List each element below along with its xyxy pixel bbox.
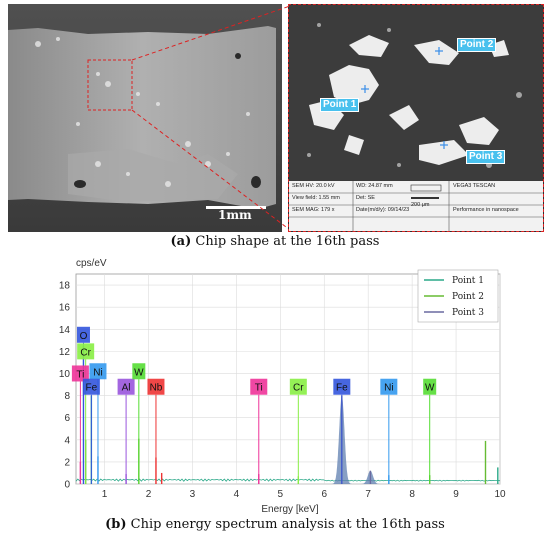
- element-marker-box: [82, 378, 100, 395]
- y-tick-label: 4: [64, 435, 70, 446]
- x-tick-label: 8: [409, 489, 415, 500]
- caption-a-text: Chip shape at the 16th pass: [191, 234, 380, 249]
- caption-a-letter: (a): [170, 234, 192, 249]
- x-tick-label: 7: [365, 489, 371, 500]
- y-tick-label: 0: [64, 480, 70, 491]
- caption-b-text: Chip energy spectrum analysis at the 16t…: [126, 517, 445, 532]
- legend-label: Point 2: [452, 292, 484, 302]
- caption-b: (b) Chip energy spectrum analysis at the…: [0, 517, 550, 532]
- element-marker-label: Al: [122, 383, 131, 394]
- x-tick-label: 10: [494, 489, 506, 500]
- sem-hv: SEM HV: 20.0 kV: [292, 183, 335, 189]
- element-marker-box: [77, 343, 95, 360]
- element-marker-label: Fe: [86, 383, 98, 394]
- sem-chip-texture: [8, 4, 282, 232]
- sem-mag: SEM MAG: 179 x: [292, 207, 335, 213]
- y-axis-label: cps/eV: [76, 258, 107, 269]
- element-marker-box: [71, 365, 89, 382]
- legend-label: Point 1: [452, 276, 484, 286]
- x-tick-label: 6: [321, 489, 327, 500]
- y-tick-label: 16: [59, 303, 71, 314]
- element-marker-label: Cr: [293, 383, 304, 394]
- zoom-connector-lines: [131, 5, 291, 231]
- spectrum-baseline: [75, 478, 501, 482]
- x-tick-label: 2: [146, 489, 152, 500]
- sem-brand: VEGA3 TESCAN: [453, 183, 496, 189]
- point-3-label: Point 3: [466, 150, 506, 164]
- element-marker-label: Ti: [76, 369, 84, 380]
- y-tick-label: 2: [64, 457, 70, 468]
- sem-image-zoom: Point 1 Point 2 Point 3 SEM HV: 20.0 kV …: [288, 4, 544, 232]
- element-marker-label: Nb: [150, 383, 163, 394]
- scale-bar-label: 1mm: [218, 208, 252, 222]
- x-tick-label: 9: [453, 489, 459, 500]
- element-marker-box: [423, 378, 437, 395]
- legend-label: Point 3: [452, 308, 484, 318]
- x-tick-label: 5: [278, 489, 284, 500]
- baseline-trace: [75, 478, 501, 482]
- y-tick-label: 6: [64, 413, 70, 424]
- sem-scale: 200 μm: [411, 202, 430, 208]
- x-tick-label: 4: [234, 489, 240, 500]
- point-2-label: Point 2: [457, 38, 497, 52]
- element-marker-box: [250, 378, 268, 395]
- element-marker-label: Cr: [80, 347, 91, 358]
- caption-a: (a) Chip shape at the 16th pass: [0, 234, 550, 249]
- element-marker-box: [333, 378, 351, 395]
- element-marker-label: Ni: [93, 367, 102, 378]
- element-marker-box: [89, 363, 107, 380]
- y-tick-label: 10: [59, 369, 71, 380]
- element-marker-label: Ti: [255, 383, 263, 394]
- element-marker-box: [380, 378, 398, 395]
- y-tick-label: 14: [59, 325, 71, 336]
- x-tick-label: 3: [190, 489, 196, 500]
- element-marker-box: [76, 326, 90, 343]
- sem-image-chip: 1mm: [8, 4, 282, 232]
- point-1-label: Point 1: [320, 98, 360, 112]
- element-marker-label: Fe: [336, 383, 348, 394]
- sem-perf: Performance in nanospace: [453, 207, 519, 213]
- sem-date: Date(m/d/y): 09/14/23: [356, 207, 410, 213]
- legend: Point 1 Point 2 Point 3: [417, 269, 499, 323]
- element-marker-label: O: [80, 331, 88, 342]
- element-marker-box: [289, 378, 307, 395]
- caption-b-letter: (b): [105, 517, 127, 532]
- sem-view-field: View field: 1.55 mm: [292, 195, 340, 201]
- sem-zoom-texture: [289, 5, 543, 231]
- y-tick-label: 12: [59, 347, 71, 358]
- sem-det: Det: SE: [356, 195, 375, 201]
- element-marker-label: W: [134, 367, 144, 378]
- element-marker-box: [132, 363, 146, 380]
- x-axis-label: Energy [keV]: [261, 504, 318, 515]
- y-tick-label: 18: [59, 281, 71, 292]
- x-tick-label: 1: [102, 489, 108, 500]
- element-marker-box: [147, 378, 165, 395]
- element-marker-box: [117, 378, 135, 395]
- sem-wd: WD: 24.87 mm: [356, 183, 393, 189]
- element-marker-label: Ni: [384, 383, 393, 394]
- y-tick-label: 8: [64, 391, 70, 402]
- element-marker-label: W: [425, 383, 435, 394]
